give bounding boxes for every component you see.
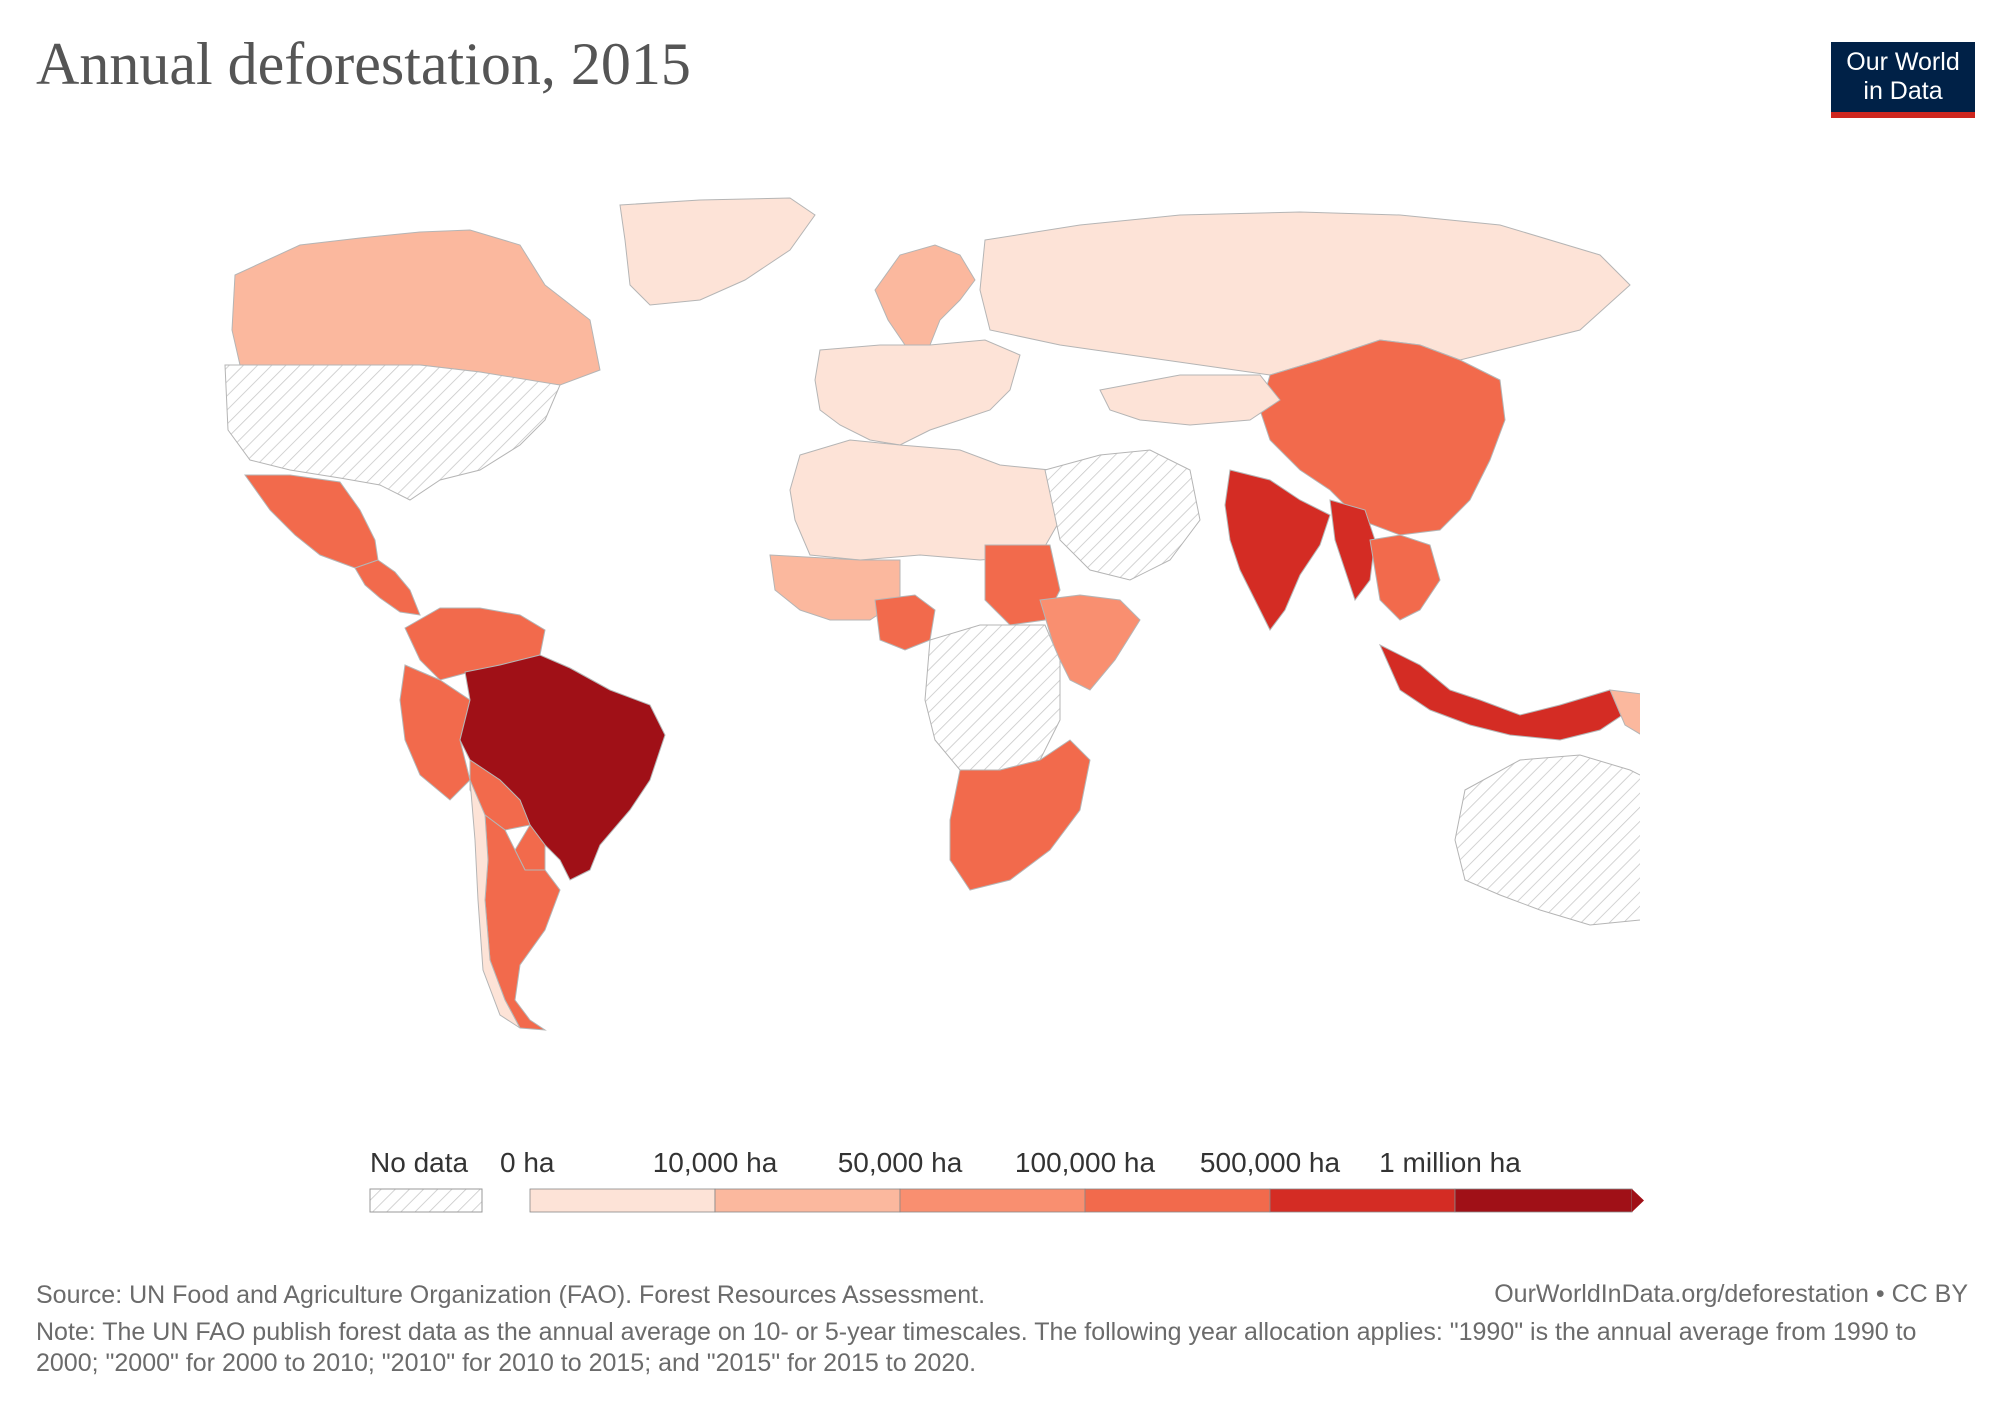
region-papua-new-guinea bbox=[1609, 689, 1640, 735]
region-nigeria bbox=[874, 594, 936, 651]
region-north-africa bbox=[789, 439, 1061, 561]
region-india bbox=[1224, 469, 1331, 631]
region-mexico bbox=[244, 474, 379, 569]
region-central-africa bbox=[924, 624, 1061, 771]
region-australia bbox=[1454, 754, 1640, 926]
source-note: Source: UN Food and Agriculture Organiza… bbox=[36, 1281, 986, 1309]
region-middle-east bbox=[1044, 449, 1201, 581]
region-scandinavia bbox=[874, 244, 976, 346]
region-china bbox=[1259, 339, 1506, 536]
legend-swatch bbox=[899, 1188, 1086, 1213]
legend-label: 500,000 ha bbox=[1200, 1147, 1341, 1178]
region-chile bbox=[469, 779, 521, 1029]
region-west-africa bbox=[769, 554, 901, 621]
legend-label: 100,000 ha bbox=[1015, 1147, 1156, 1178]
legend-swatch bbox=[529, 1188, 716, 1213]
region-russia bbox=[979, 211, 1631, 376]
logo-line-1: Our World bbox=[1846, 48, 1960, 76]
region-myanmar bbox=[1329, 499, 1376, 602]
legend-label: 0 ha bbox=[500, 1147, 555, 1178]
legend-label: 10,000 ha bbox=[653, 1147, 778, 1178]
owid-logo[interactable]: Our World in Data bbox=[1831, 42, 1975, 118]
legend-no-data-swatch bbox=[369, 1188, 483, 1213]
legend-swatch bbox=[1269, 1188, 1456, 1213]
legend-arrow bbox=[1632, 1189, 1644, 1212]
legend-no-data-label: No data bbox=[370, 1147, 468, 1178]
region-europe bbox=[814, 339, 1021, 446]
region-indonesia bbox=[1378, 643, 1631, 741]
legend-swatch bbox=[1084, 1188, 1271, 1213]
source-url[interactable]: OurWorldInData.org/deforestation • CC BY bbox=[1494, 1280, 1968, 1308]
world-map bbox=[224, 197, 1640, 1031]
logo-accent-bar bbox=[1831, 112, 1975, 118]
region-southeast-asia bbox=[1369, 534, 1441, 621]
legend-swatch bbox=[714, 1188, 901, 1213]
region-southern-africa bbox=[949, 739, 1091, 891]
footnote: Note: The UN FAO publish forest data as … bbox=[36, 1318, 1917, 1377]
legend-label: 1 million ha bbox=[1379, 1147, 1521, 1178]
logo-line-2: in Data bbox=[1863, 77, 1943, 105]
region-central-america bbox=[354, 559, 421, 616]
legend-label: 50,000 ha bbox=[838, 1147, 963, 1178]
region-greenland bbox=[619, 197, 816, 306]
region-central-asia bbox=[1099, 374, 1281, 426]
region-peru-ecuador bbox=[399, 664, 471, 801]
region-canada bbox=[231, 229, 601, 386]
legend-swatch bbox=[1454, 1188, 1633, 1213]
chart-title: Annual deforestation, 2015 bbox=[36, 31, 691, 97]
region-united-states bbox=[224, 364, 561, 501]
